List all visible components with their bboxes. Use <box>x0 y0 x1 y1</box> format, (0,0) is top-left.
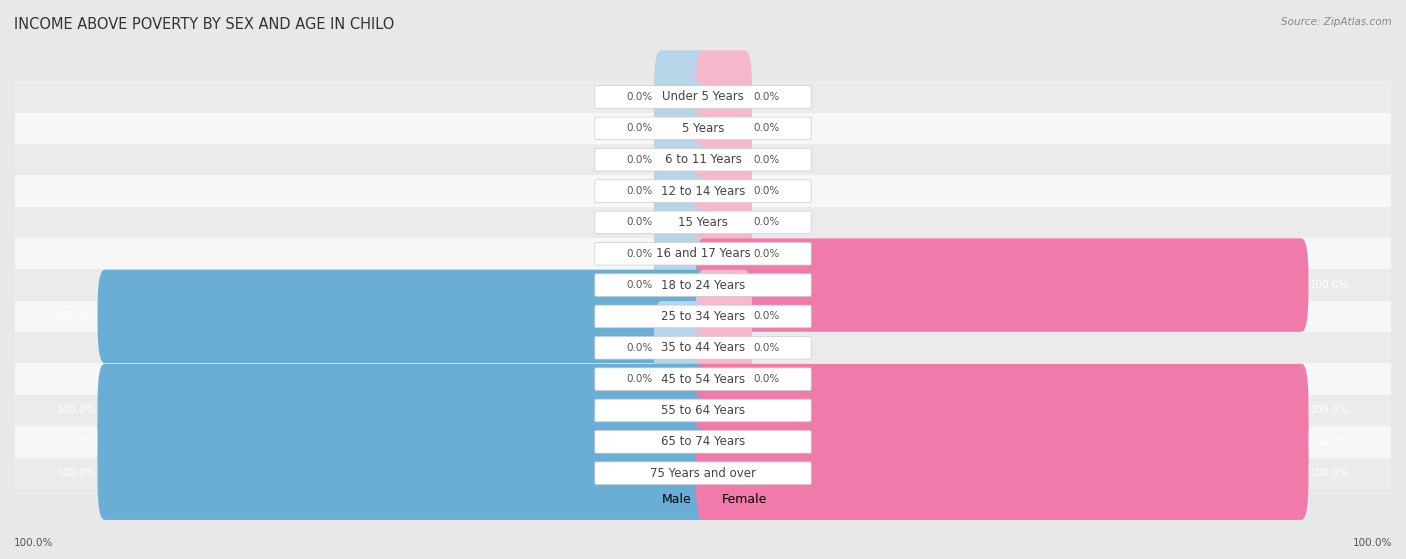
FancyBboxPatch shape <box>654 333 710 426</box>
Bar <box>15 207 1391 238</box>
FancyBboxPatch shape <box>595 86 811 108</box>
Text: 0.0%: 0.0% <box>754 374 780 384</box>
FancyBboxPatch shape <box>696 176 752 269</box>
FancyBboxPatch shape <box>97 395 710 489</box>
FancyBboxPatch shape <box>654 207 710 300</box>
FancyBboxPatch shape <box>696 301 752 395</box>
Text: 0.0%: 0.0% <box>626 343 652 353</box>
FancyBboxPatch shape <box>696 364 1309 457</box>
Text: 100.0%: 100.0% <box>1310 437 1350 447</box>
Bar <box>15 238 1391 269</box>
Text: Under 5 Years: Under 5 Years <box>662 91 744 103</box>
Text: 75 Years and over: 75 Years and over <box>650 467 756 480</box>
Bar <box>15 363 1391 395</box>
Bar <box>15 269 1391 301</box>
FancyBboxPatch shape <box>595 148 811 171</box>
Bar <box>15 395 1391 426</box>
FancyBboxPatch shape <box>595 399 811 422</box>
Text: 100.0%: 100.0% <box>14 538 53 548</box>
FancyBboxPatch shape <box>654 301 710 395</box>
Bar <box>15 144 1391 176</box>
Text: 0.0%: 0.0% <box>754 249 780 259</box>
Text: 0.0%: 0.0% <box>626 249 652 259</box>
Bar <box>15 176 1391 207</box>
FancyBboxPatch shape <box>696 50 752 144</box>
FancyBboxPatch shape <box>654 82 710 175</box>
Bar <box>15 426 1391 457</box>
Bar <box>15 301 1391 332</box>
Text: 100.0%: 100.0% <box>1310 405 1350 415</box>
FancyBboxPatch shape <box>595 117 811 140</box>
Text: INCOME ABOVE POVERTY BY SEX AND AGE IN CHILO: INCOME ABOVE POVERTY BY SEX AND AGE IN C… <box>14 17 395 32</box>
Text: 0.0%: 0.0% <box>626 217 652 228</box>
FancyBboxPatch shape <box>595 243 811 265</box>
Legend: Male, Female: Male, Female <box>634 488 772 511</box>
FancyBboxPatch shape <box>97 270 710 363</box>
FancyBboxPatch shape <box>595 337 811 359</box>
FancyBboxPatch shape <box>97 364 710 457</box>
FancyBboxPatch shape <box>97 427 710 520</box>
FancyBboxPatch shape <box>696 82 752 175</box>
Text: 100.0%: 100.0% <box>1310 280 1350 290</box>
FancyBboxPatch shape <box>595 368 811 390</box>
Bar <box>15 457 1391 489</box>
Text: 100.0%: 100.0% <box>56 437 96 447</box>
Text: 12 to 14 Years: 12 to 14 Years <box>661 184 745 197</box>
Text: 45 to 54 Years: 45 to 54 Years <box>661 373 745 386</box>
FancyBboxPatch shape <box>654 238 710 332</box>
FancyBboxPatch shape <box>654 144 710 238</box>
Text: 15 Years: 15 Years <box>678 216 728 229</box>
Text: 100.0%: 100.0% <box>56 468 96 478</box>
Text: 18 to 24 Years: 18 to 24 Years <box>661 278 745 292</box>
FancyBboxPatch shape <box>696 113 752 206</box>
Text: 0.0%: 0.0% <box>626 280 652 290</box>
Text: 0.0%: 0.0% <box>754 343 780 353</box>
FancyBboxPatch shape <box>595 274 811 296</box>
FancyBboxPatch shape <box>595 462 811 485</box>
Text: 0.0%: 0.0% <box>626 124 652 134</box>
Bar <box>15 113 1391 144</box>
FancyBboxPatch shape <box>654 176 710 269</box>
FancyBboxPatch shape <box>696 238 1309 332</box>
Bar <box>15 81 1391 113</box>
FancyBboxPatch shape <box>696 427 1309 520</box>
Text: 0.0%: 0.0% <box>754 124 780 134</box>
FancyBboxPatch shape <box>696 270 752 363</box>
Text: 0.0%: 0.0% <box>626 155 652 165</box>
Text: Source: ZipAtlas.com: Source: ZipAtlas.com <box>1281 17 1392 27</box>
Text: 0.0%: 0.0% <box>754 155 780 165</box>
FancyBboxPatch shape <box>696 207 752 300</box>
Text: 5 Years: 5 Years <box>682 122 724 135</box>
Text: 100.0%: 100.0% <box>56 405 96 415</box>
FancyBboxPatch shape <box>595 430 811 453</box>
Text: 0.0%: 0.0% <box>626 374 652 384</box>
Text: 100.0%: 100.0% <box>56 311 96 321</box>
Text: 65 to 74 Years: 65 to 74 Years <box>661 435 745 448</box>
FancyBboxPatch shape <box>595 180 811 202</box>
Text: 16 and 17 Years: 16 and 17 Years <box>655 247 751 260</box>
Text: 0.0%: 0.0% <box>626 92 652 102</box>
FancyBboxPatch shape <box>696 144 752 238</box>
Bar <box>15 332 1391 363</box>
Text: 55 to 64 Years: 55 to 64 Years <box>661 404 745 417</box>
FancyBboxPatch shape <box>595 211 811 234</box>
Text: 6 to 11 Years: 6 to 11 Years <box>665 153 741 166</box>
FancyBboxPatch shape <box>595 305 811 328</box>
Text: 35 to 44 Years: 35 to 44 Years <box>661 342 745 354</box>
Text: 25 to 34 Years: 25 to 34 Years <box>661 310 745 323</box>
Text: 0.0%: 0.0% <box>754 217 780 228</box>
Text: 100.0%: 100.0% <box>1310 468 1350 478</box>
FancyBboxPatch shape <box>696 395 1309 489</box>
FancyBboxPatch shape <box>654 50 710 144</box>
FancyBboxPatch shape <box>696 333 752 426</box>
Text: 0.0%: 0.0% <box>626 186 652 196</box>
Text: 0.0%: 0.0% <box>754 92 780 102</box>
Text: 0.0%: 0.0% <box>754 311 780 321</box>
Text: 100.0%: 100.0% <box>1353 538 1392 548</box>
FancyBboxPatch shape <box>654 113 710 206</box>
Text: 0.0%: 0.0% <box>754 186 780 196</box>
